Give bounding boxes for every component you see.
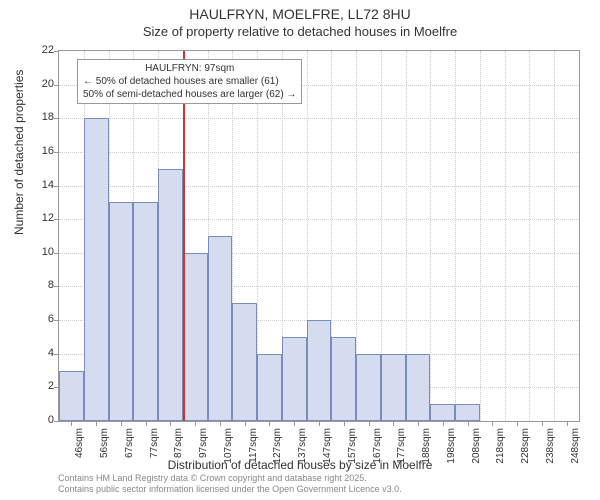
annotation-title: HAULFRYN: 97sqm [83, 62, 296, 75]
y-tick-label: 6 [24, 313, 54, 325]
annotation-line-right: 50% of semi-detached houses are larger (… [83, 88, 296, 101]
y-tick-label: 18 [24, 111, 54, 123]
histogram-bar [455, 404, 480, 421]
chart-title-sub: Size of property relative to detached ho… [0, 24, 600, 39]
tick-mark-y [54, 219, 59, 220]
histogram-bar [381, 354, 406, 421]
tick-mark-x [517, 421, 518, 426]
tick-mark-x [195, 421, 196, 426]
annotation-line-left: ← 50% of detached houses are smaller (61… [83, 75, 296, 88]
histogram-bar [133, 202, 158, 421]
annotation-box: HAULFRYN: 97sqm← 50% of detached houses … [77, 59, 302, 104]
y-tick-label: 20 [24, 78, 54, 90]
tick-mark-x [294, 421, 295, 426]
y-tick-label: 4 [24, 347, 54, 359]
gridline-v [505, 51, 506, 421]
tick-mark-y [54, 354, 59, 355]
tick-mark-x [269, 421, 270, 426]
tick-mark-x [393, 421, 394, 426]
tick-mark-x [418, 421, 419, 426]
histogram-bar [84, 118, 109, 421]
marker-line [183, 51, 185, 421]
histogram-bar [109, 202, 134, 421]
tick-mark-x [468, 421, 469, 426]
tick-mark-x [344, 421, 345, 426]
histogram-bar [232, 303, 257, 421]
tick-mark-y [54, 85, 59, 86]
histogram-bar [208, 236, 233, 421]
chart-container: HAULFRYN, MOELFRE, LL72 8HU Size of prop… [0, 0, 600, 500]
y-tick-label: 0 [24, 414, 54, 426]
x-tick-label: 46sqm [74, 428, 85, 458]
y-tick-label: 2 [24, 380, 54, 392]
tick-mark-x [170, 421, 171, 426]
footer-line-1: Contains HM Land Registry data © Crown c… [58, 473, 402, 485]
footer-line-2: Contains public sector information licen… [58, 484, 402, 496]
histogram-bar [331, 337, 356, 421]
histogram-bar [158, 169, 183, 421]
tick-mark-y [54, 51, 59, 52]
x-tick-label: 77sqm [149, 428, 160, 458]
gridline-v [480, 51, 481, 421]
tick-mark-x [121, 421, 122, 426]
histogram-bar [307, 320, 332, 421]
tick-mark-x [369, 421, 370, 426]
y-tick-label: 10 [24, 246, 54, 258]
plot-area: HAULFRYN: 97sqm← 50% of detached houses … [58, 50, 580, 422]
histogram-bar [59, 371, 84, 421]
tick-mark-x [245, 421, 246, 426]
x-axis-label: Distribution of detached houses by size … [0, 458, 600, 472]
x-tick-label: 87sqm [173, 428, 184, 458]
gridline-v [529, 51, 530, 421]
tick-mark-x [146, 421, 147, 426]
tick-mark-y [54, 286, 59, 287]
chart-title-main: HAULFRYN, MOELFRE, LL72 8HU [0, 6, 600, 22]
tick-mark-y [54, 253, 59, 254]
tick-mark-y [54, 152, 59, 153]
gridline-h [59, 186, 579, 187]
tick-mark-x [542, 421, 543, 426]
gridline-h [59, 118, 579, 119]
tick-mark-y [54, 320, 59, 321]
histogram-bar [430, 404, 455, 421]
tick-mark-x [567, 421, 568, 426]
tick-mark-x [71, 421, 72, 426]
histogram-bar [406, 354, 431, 421]
histogram-bar [282, 337, 307, 421]
gridline-v [430, 51, 431, 421]
x-tick-label: 67sqm [124, 428, 135, 458]
tick-mark-y [54, 118, 59, 119]
tick-mark-y [54, 421, 59, 422]
x-tick-label: 56sqm [99, 428, 110, 458]
y-tick-label: 16 [24, 145, 54, 157]
y-tick-label: 12 [24, 212, 54, 224]
y-tick-label: 8 [24, 279, 54, 291]
y-tick-label: 22 [24, 44, 54, 56]
tick-mark-x [220, 421, 221, 426]
gridline-v [554, 51, 555, 421]
x-tick-label: 97sqm [198, 428, 209, 458]
tick-mark-x [492, 421, 493, 426]
histogram-bar [257, 354, 282, 421]
gridline-v [455, 51, 456, 421]
y-axis-label: Number of detached properties [12, 70, 26, 235]
tick-mark-y [54, 186, 59, 187]
tick-mark-x [319, 421, 320, 426]
gridline-h [59, 152, 579, 153]
histogram-bar [356, 354, 381, 421]
tick-mark-x [96, 421, 97, 426]
footer-attribution: Contains HM Land Registry data © Crown c… [58, 473, 402, 496]
tick-mark-x [443, 421, 444, 426]
histogram-bar [183, 253, 208, 421]
y-tick-label: 14 [24, 179, 54, 191]
